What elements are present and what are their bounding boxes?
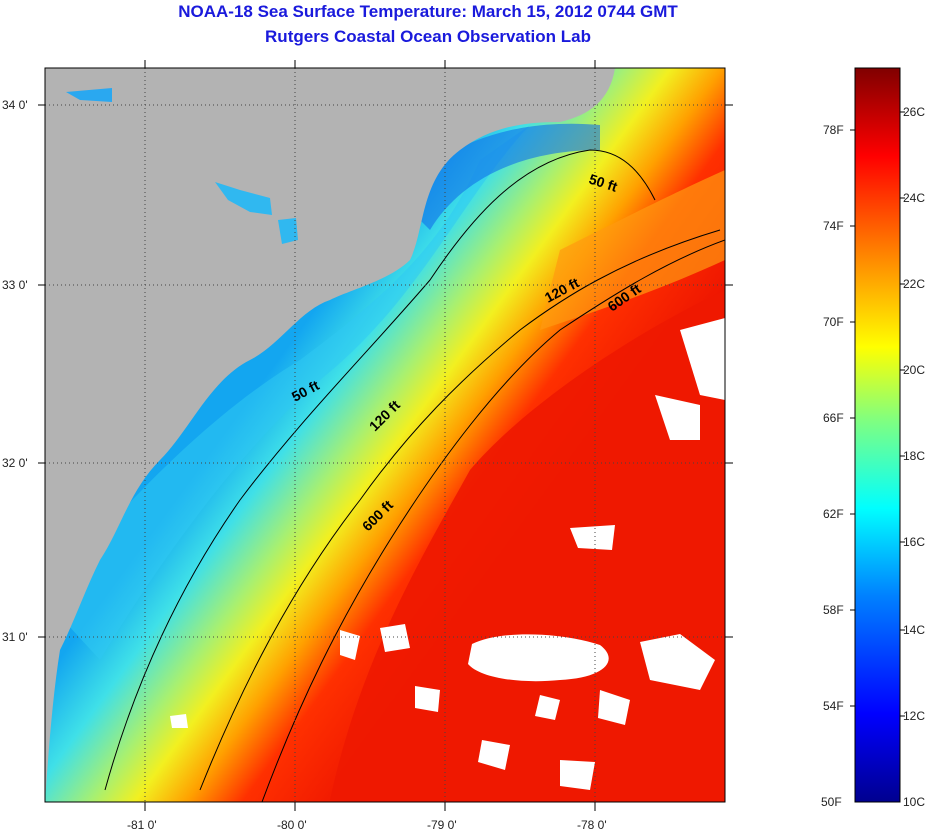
lat-label-34: 34 0' [2, 98, 28, 112]
lon-label-80: -80 0' [277, 818, 307, 832]
lat-label-33: 33 0' [2, 278, 28, 292]
colorbar-f-label: 58F [823, 603, 844, 617]
colorbar-c-label: 12C [903, 709, 926, 723]
land-mass [45, 68, 615, 802]
isobath-600ft [261, 239, 725, 802]
colorbar-f-label: 78F [823, 123, 844, 137]
map-subtitle: Rutgers Coastal Ocean Observation Lab [265, 27, 591, 46]
colorbar [855, 68, 900, 802]
lon-label-81: -81 0' [127, 818, 157, 832]
map-frame [44, 67, 726, 803]
colorbar-f-label: 62F [823, 507, 844, 521]
colorbar-c-label: 22C [903, 277, 926, 291]
colorbar-c-label: 10C [903, 795, 926, 809]
colorbar-c-label: 24C [903, 191, 926, 205]
colorbar-f-label: 54F [823, 699, 844, 713]
colorbar-f-label: 74F [823, 219, 844, 233]
cloud-areas [170, 318, 725, 790]
colorbar-f-label: 66F [823, 411, 844, 425]
isobath-50ft [104, 149, 656, 791]
colorbar-c-label: 20C [903, 363, 926, 377]
colorbar-c-label: 14C [903, 623, 926, 637]
colorbar-c-label: 18C [903, 449, 926, 463]
colorbar-c-label: 26C [903, 105, 926, 119]
lon-label-79: -79 0' [427, 818, 457, 832]
colorbar-f-label: 50F [821, 795, 842, 809]
colorbar-c-label: 16C [903, 535, 926, 549]
lat-label-32: 32 0' [2, 456, 28, 470]
gulf-stream [330, 290, 725, 802]
colorbar-f-label: 70F [823, 315, 844, 329]
map-title: NOAA-18 Sea Surface Temperature: March 1… [178, 2, 678, 21]
lat-label-31: 31 0' [2, 630, 28, 644]
lon-label-78: -78 0' [577, 818, 607, 832]
isobath-120ft [199, 229, 721, 791]
